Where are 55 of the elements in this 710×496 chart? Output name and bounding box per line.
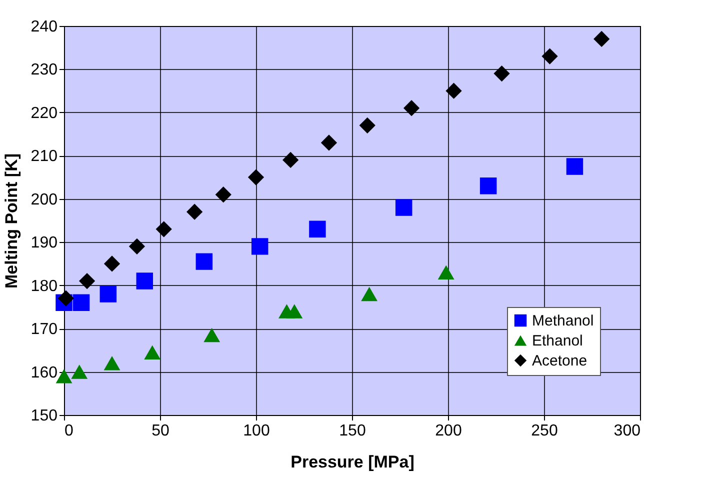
y-axis-title: Melting Point [K] bbox=[2, 153, 21, 289]
point bbox=[215, 186, 232, 203]
y-tick-label: 200 bbox=[30, 191, 58, 208]
point bbox=[104, 256, 120, 272]
point bbox=[72, 294, 90, 311]
x-tick-label: 100 bbox=[243, 422, 270, 440]
point bbox=[320, 134, 338, 151]
y-tick-label: 150 bbox=[30, 408, 58, 424]
y-tick-label: 170 bbox=[30, 321, 58, 338]
x-tick-label: 0 bbox=[64, 422, 74, 440]
x-tick-label: 250 bbox=[531, 422, 558, 440]
point bbox=[309, 220, 326, 238]
point bbox=[58, 290, 74, 306]
point bbox=[282, 152, 299, 168]
point bbox=[204, 328, 220, 342]
x-axis-title: Pressure [MPa] bbox=[290, 452, 414, 472]
x-tick-label: 50 bbox=[152, 422, 170, 440]
point bbox=[480, 178, 497, 194]
legend-label: Ethanol bbox=[532, 332, 583, 350]
y-tick-label: 230 bbox=[30, 62, 58, 79]
y-tick-label: 160 bbox=[30, 364, 58, 382]
y-tick-label: 210 bbox=[30, 148, 58, 166]
point bbox=[251, 238, 268, 255]
point bbox=[78, 272, 96, 290]
point bbox=[100, 286, 117, 302]
x-tick-label: 300 bbox=[614, 422, 641, 440]
legend-label: Methanol bbox=[532, 312, 594, 330]
y-tick-label: 220 bbox=[30, 104, 58, 122]
point bbox=[403, 100, 420, 116]
point bbox=[136, 272, 154, 290]
point bbox=[71, 364, 88, 379]
point bbox=[196, 253, 213, 270]
x-tick-label: 200 bbox=[435, 422, 462, 440]
point bbox=[248, 169, 264, 186]
point bbox=[56, 368, 72, 384]
point bbox=[144, 345, 161, 360]
point bbox=[104, 356, 120, 370]
point bbox=[156, 221, 172, 238]
y-tick-label: 240 bbox=[30, 18, 58, 36]
point bbox=[361, 286, 378, 302]
point bbox=[566, 158, 584, 175]
point bbox=[438, 265, 454, 280]
point bbox=[542, 48, 558, 64]
point bbox=[446, 82, 462, 99]
legend-label: Acetone bbox=[532, 352, 588, 370]
x-tick-label: 150 bbox=[339, 422, 366, 440]
y-tick-label: 180 bbox=[30, 278, 58, 295]
point bbox=[594, 30, 610, 48]
point bbox=[395, 199, 412, 216]
point bbox=[359, 117, 376, 134]
y-tick-label: 190 bbox=[30, 234, 58, 252]
point bbox=[286, 304, 303, 318]
point bbox=[128, 238, 146, 254]
point bbox=[186, 204, 203, 220]
point bbox=[494, 65, 510, 82]
